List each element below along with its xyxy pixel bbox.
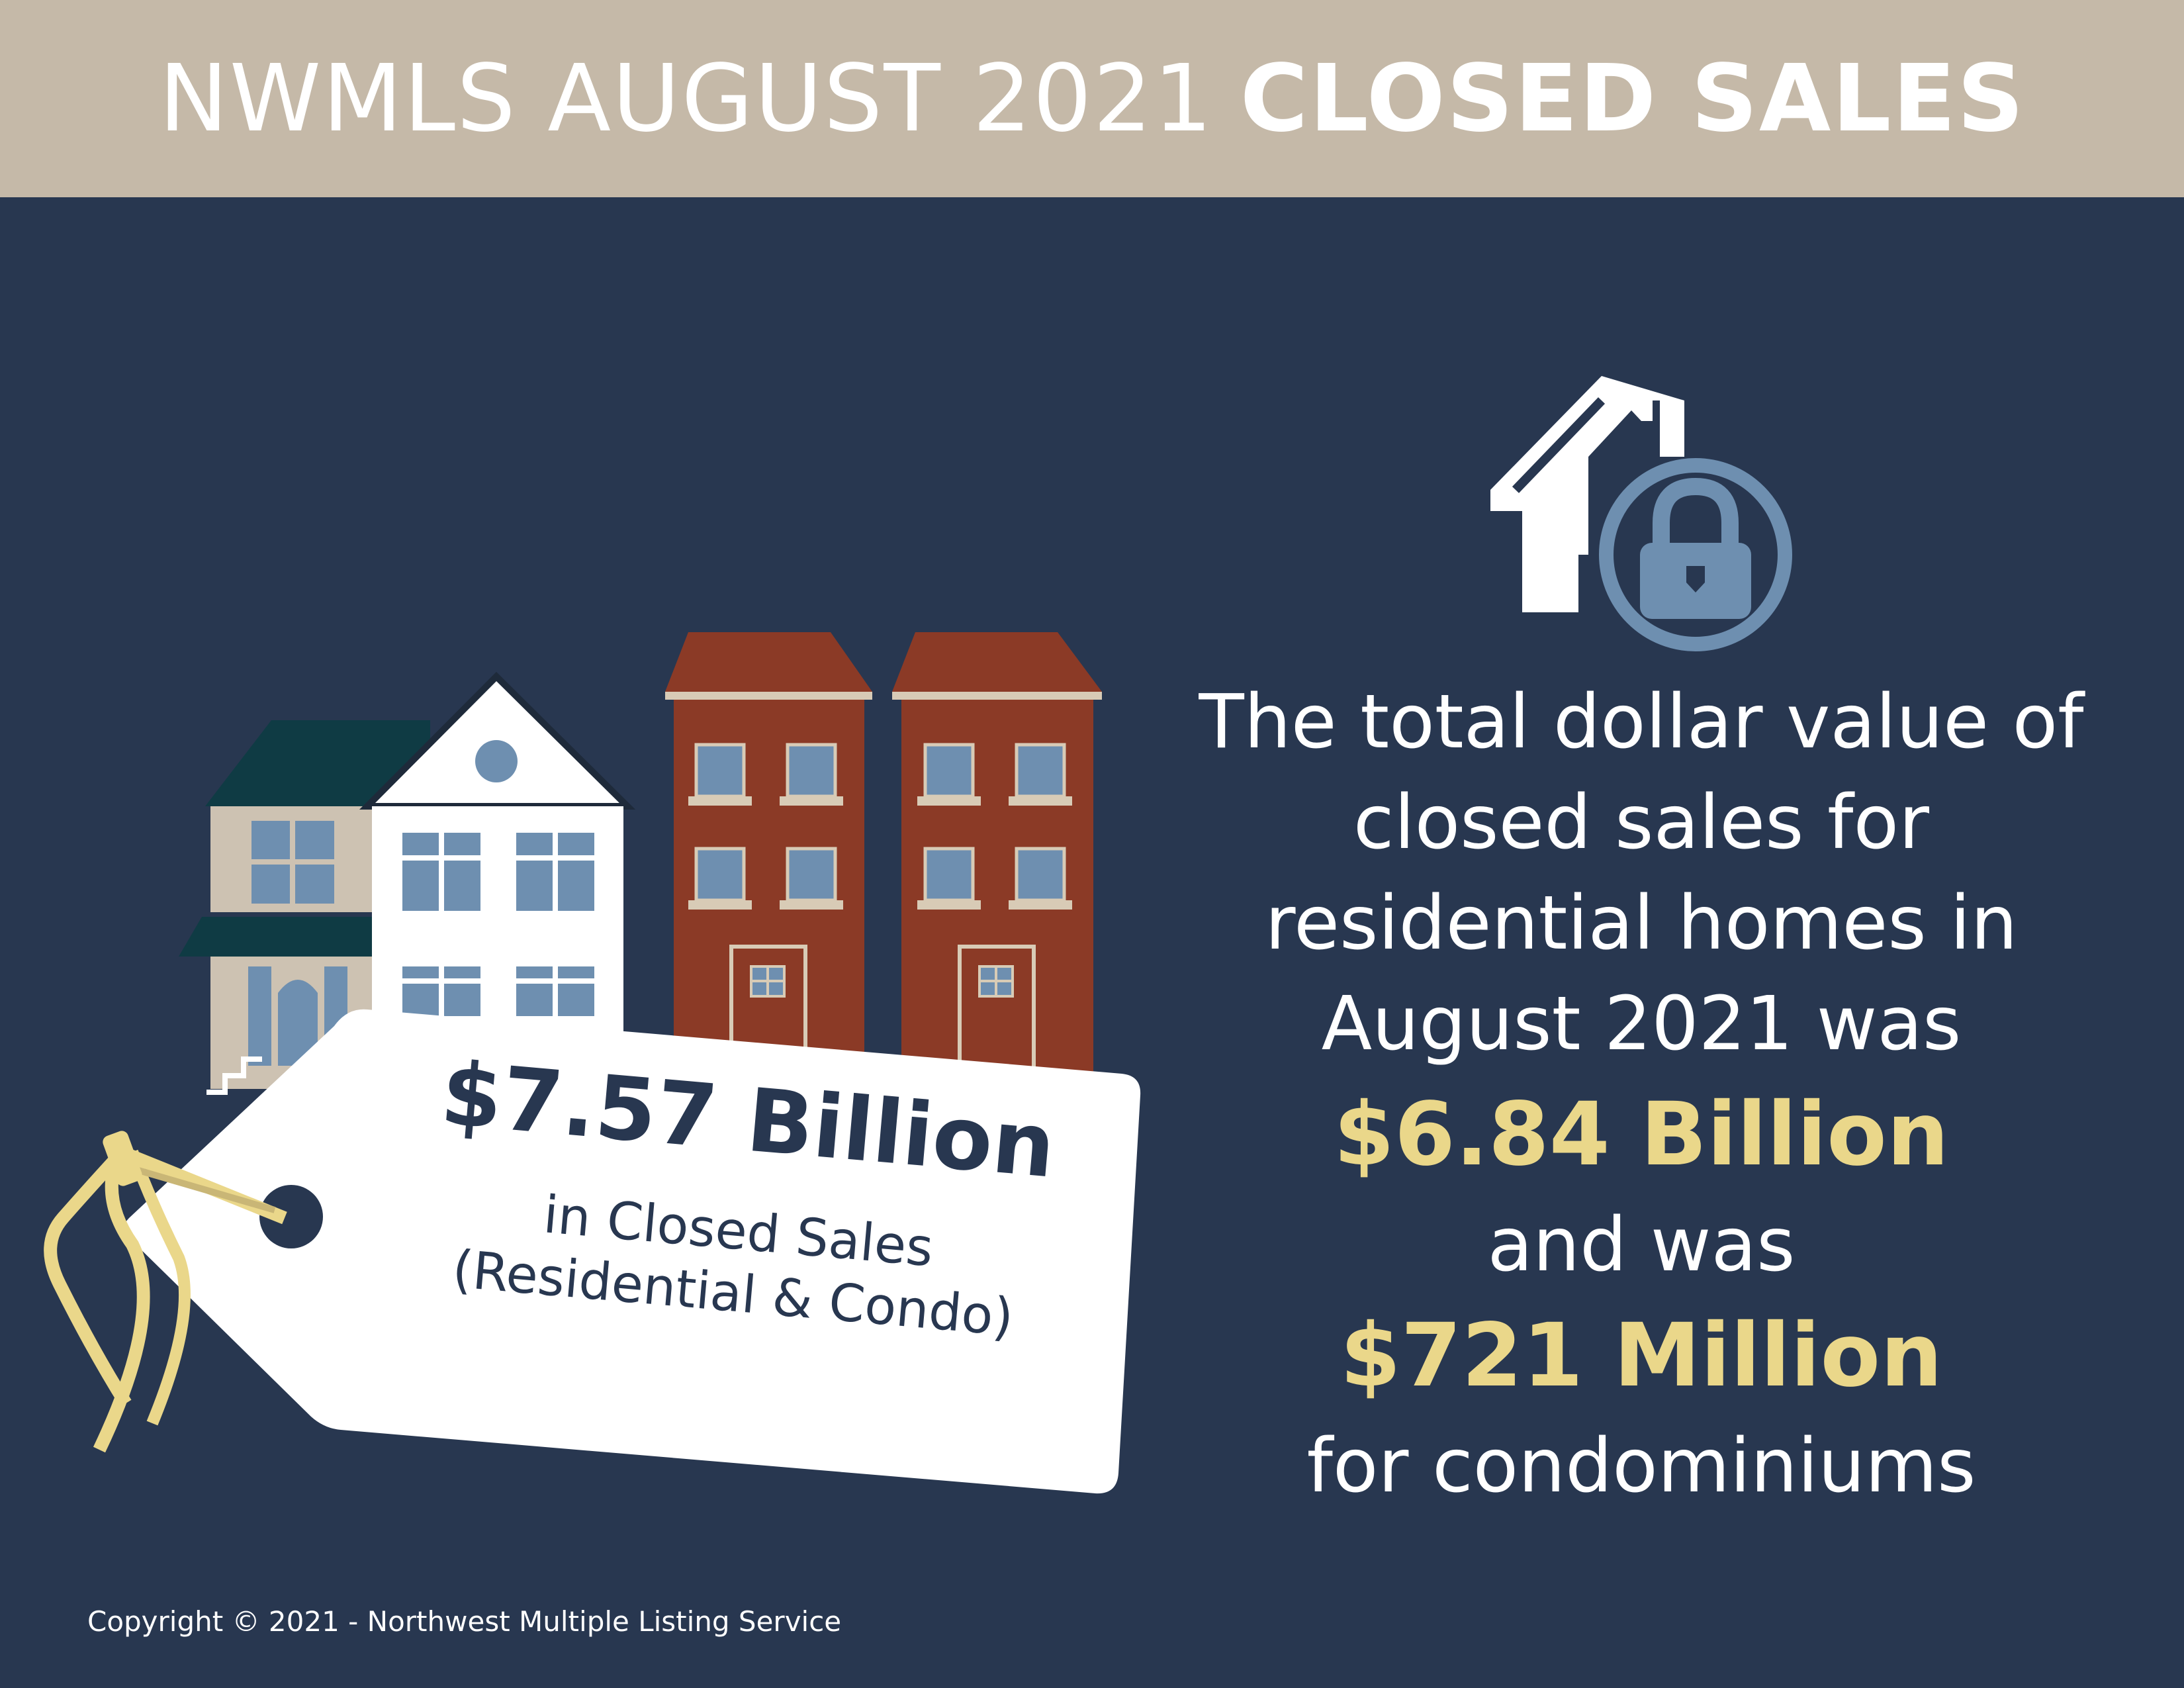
- house-icon: [1490, 376, 1684, 612]
- summary-line3: residential homes in: [1265, 880, 2018, 966]
- condo-suffix: for condominiums: [1306, 1423, 1976, 1509]
- brick-building-icon: [892, 632, 1102, 1086]
- page-title-light: NWMLS AUGUST 2021: [159, 44, 1214, 153]
- brick-building-icon: [665, 632, 872, 1086]
- residential-value: $6.84 Billion: [1334, 1084, 1949, 1186]
- copyright-footer: Copyright © 2021 - Northwest Multiple Li…: [87, 1605, 842, 1638]
- summary-connector: and was: [1487, 1202, 1796, 1288]
- price-tag-icon: [44, 1009, 1141, 1494]
- header-bar: NWMLS AUGUST 2021 CLOSED SALES: [0, 0, 2184, 197]
- lock-icon: [1599, 458, 1792, 651]
- summary-line1: The total dollar value of: [1199, 679, 2084, 765]
- page-title-bold: CLOSED SALES: [1240, 44, 2025, 153]
- summary-line2: closed sales for: [1353, 780, 1930, 866]
- summary-line4: August 2021 was: [1321, 981, 1962, 1067]
- summary-text: The total dollar value of closed sales f…: [1152, 672, 2131, 1517]
- condo-value: $721 Million: [1340, 1305, 1943, 1407]
